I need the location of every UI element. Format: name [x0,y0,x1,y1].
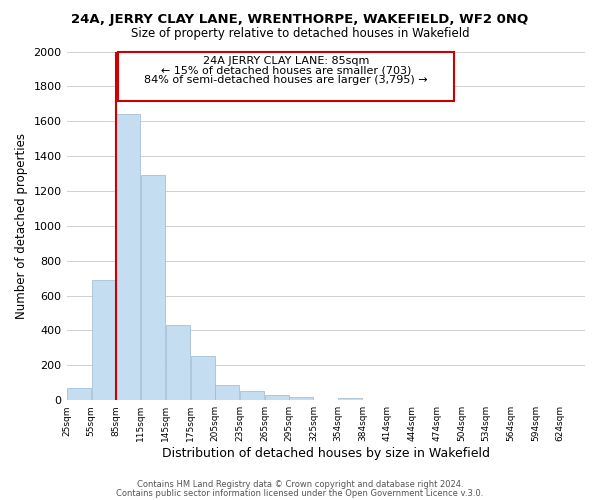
Text: Contains public sector information licensed under the Open Government Licence v.: Contains public sector information licen… [116,488,484,498]
Bar [67,388,91,400]
Bar [338,398,362,400]
Text: ← 15% of detached houses are smaller (703): ← 15% of detached houses are smaller (70… [161,66,412,76]
X-axis label: Distribution of detached houses by size in Wakefield: Distribution of detached houses by size … [162,447,490,460]
Bar [141,176,165,400]
Text: 24A, JERRY CLAY LANE, WRENTHORPE, WAKEFIELD, WF2 0NQ: 24A, JERRY CLAY LANE, WRENTHORPE, WAKEFI… [71,12,529,26]
Text: Size of property relative to detached houses in Wakefield: Size of property relative to detached ho… [131,28,469,40]
Text: 84% of semi-detached houses are larger (3,795) →: 84% of semi-detached houses are larger (… [145,75,428,85]
FancyBboxPatch shape [118,52,454,101]
Bar [166,325,190,400]
Bar [116,114,140,400]
Bar [191,356,215,400]
Bar [240,392,264,400]
Bar [92,280,116,400]
Bar [215,384,239,400]
Text: 24A JERRY CLAY LANE: 85sqm: 24A JERRY CLAY LANE: 85sqm [203,56,370,66]
Text: Contains HM Land Registry data © Crown copyright and database right 2024.: Contains HM Land Registry data © Crown c… [137,480,463,489]
Bar [265,395,289,400]
Y-axis label: Number of detached properties: Number of detached properties [15,133,28,319]
Bar [289,396,313,400]
